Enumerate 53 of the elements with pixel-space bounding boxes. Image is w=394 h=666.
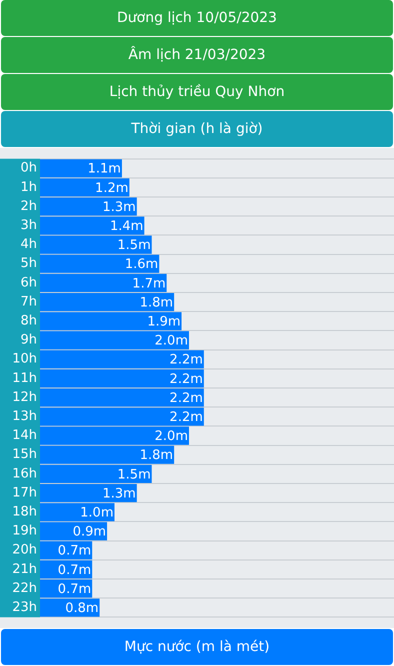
data-label: 1.1m xyxy=(88,162,121,177)
data-label: 1.3m xyxy=(102,486,136,502)
data-label: 1.6m xyxy=(124,257,158,272)
text: Lịch thủy triều Quy Nhơn xyxy=(1,74,393,110)
y-tick-label: 10h xyxy=(12,352,37,367)
data-label: 1.4m xyxy=(110,219,144,234)
data-label: 2.0m xyxy=(154,429,188,444)
y-tick-label: 14h xyxy=(12,428,37,444)
y-tick-label: 8h xyxy=(20,314,37,329)
y-tick-label: 23h xyxy=(12,600,37,616)
y-tick-label: 21h xyxy=(12,562,37,577)
y-tick-label: 11h xyxy=(12,370,37,386)
y-tick-label: 22h xyxy=(12,580,37,596)
y-tick-label: 2h xyxy=(20,198,37,214)
data-label: 0.7m xyxy=(58,582,92,597)
y-tick-label: 0h xyxy=(20,160,37,176)
data-label: 2.0m xyxy=(154,334,188,349)
y-tick-label: 3h xyxy=(20,218,37,234)
data-label: 0.8m xyxy=(65,601,99,616)
data-label: 1.9m xyxy=(147,314,181,330)
data-label: 2.2m xyxy=(170,372,203,387)
y-tick-label: 4h xyxy=(20,237,37,252)
chart-title: Dương lịch 10/05/2023 xyxy=(1,0,393,36)
data-label: 1.5m xyxy=(117,467,151,482)
y-tick-label: 16h xyxy=(12,466,37,482)
y-axis-title: Thời gian (h là giờ) xyxy=(1,111,393,147)
data-label: 1.2m xyxy=(95,180,128,196)
y-tick-label: 5h xyxy=(20,256,37,272)
y-tick-label: 9h xyxy=(20,332,37,348)
y-tick-label: 15h xyxy=(12,447,37,462)
data-label: 2.2m xyxy=(170,390,203,406)
y-tick-label: 17h xyxy=(12,485,37,500)
data-label: 2.2m xyxy=(170,352,203,368)
data-label: 0.7m xyxy=(58,544,92,559)
y-tick-label: 12h xyxy=(12,390,37,405)
data-label: 1.3m xyxy=(102,200,136,215)
y-tick-label: 18h xyxy=(12,504,37,520)
data-label: 1.7m xyxy=(132,276,166,292)
y-tick-label: 7h xyxy=(20,294,37,310)
data-label: 2.2m xyxy=(170,410,203,426)
data-label: 1.5m xyxy=(117,238,151,254)
data-label: 0.7m xyxy=(58,562,92,578)
chart-subtitle: Âm lịch 21/03/2023 xyxy=(1,37,393,73)
y-tick-label: 20h xyxy=(12,542,37,558)
y-tick-label: 19h xyxy=(12,524,37,539)
y-tick-label: 1h xyxy=(20,180,37,195)
data-label: 1.0m xyxy=(80,506,114,521)
y-tick-label: 6h xyxy=(20,275,37,290)
data-label: 1.8m xyxy=(140,448,174,464)
data-label: 1.8m xyxy=(140,295,174,310)
y-tick-label: 13h xyxy=(12,409,37,424)
data-label: 0.9m xyxy=(72,524,106,540)
x-axis-title: Mực nước (m là mét) xyxy=(1,629,393,665)
